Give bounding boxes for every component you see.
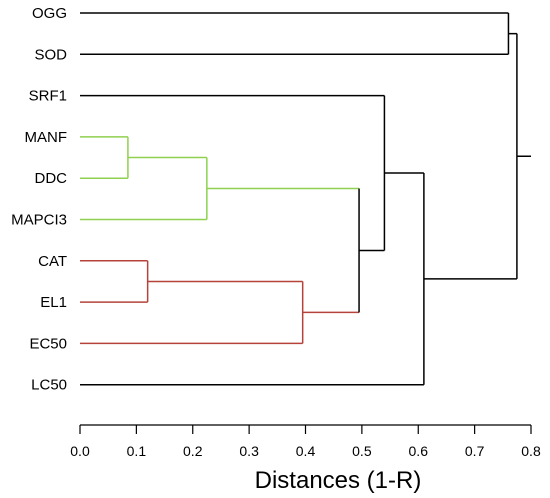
leaf-label: CAT — [38, 253, 67, 270]
leaf-label: OGG — [32, 5, 67, 22]
leaf-label: SRF1 — [29, 88, 67, 105]
leaf-label: MAPCI3 — [11, 212, 67, 229]
leaf-label: EC50 — [29, 335, 67, 352]
x-tick-label: 0.6 — [409, 443, 429, 459]
x-axis-title: Distances (1-R) — [255, 467, 422, 494]
leaf-label: MANF — [25, 129, 68, 146]
x-tick-label: 0.0 — [70, 443, 90, 459]
leaf-label: EL1 — [40, 294, 67, 311]
x-tick-label: 0.8 — [521, 443, 541, 459]
leaf-labels: OGG SOD SRF1 MANF DDC MAPCI3 CAT EL1 EC50 LC50 — [11, 5, 67, 394]
leaf-label: LC50 — [31, 377, 67, 394]
leaf-label: SOD — [34, 46, 67, 63]
x-axis: 0.0 0.1 0.2 0.3 0.4 0.5 0.6 0.7 0.8 — [70, 424, 541, 459]
x-tick-label: 0.4 — [296, 443, 316, 459]
leaf-label: DDC — [35, 170, 68, 187]
x-tick-label: 0.2 — [183, 443, 203, 459]
dendrogram-branches — [80, 12, 531, 386]
x-tick-label: 0.5 — [352, 443, 372, 459]
x-tick-label: 0.7 — [465, 443, 485, 459]
x-tick-label: 0.1 — [127, 443, 147, 459]
x-tick-label: 0.3 — [239, 443, 259, 459]
